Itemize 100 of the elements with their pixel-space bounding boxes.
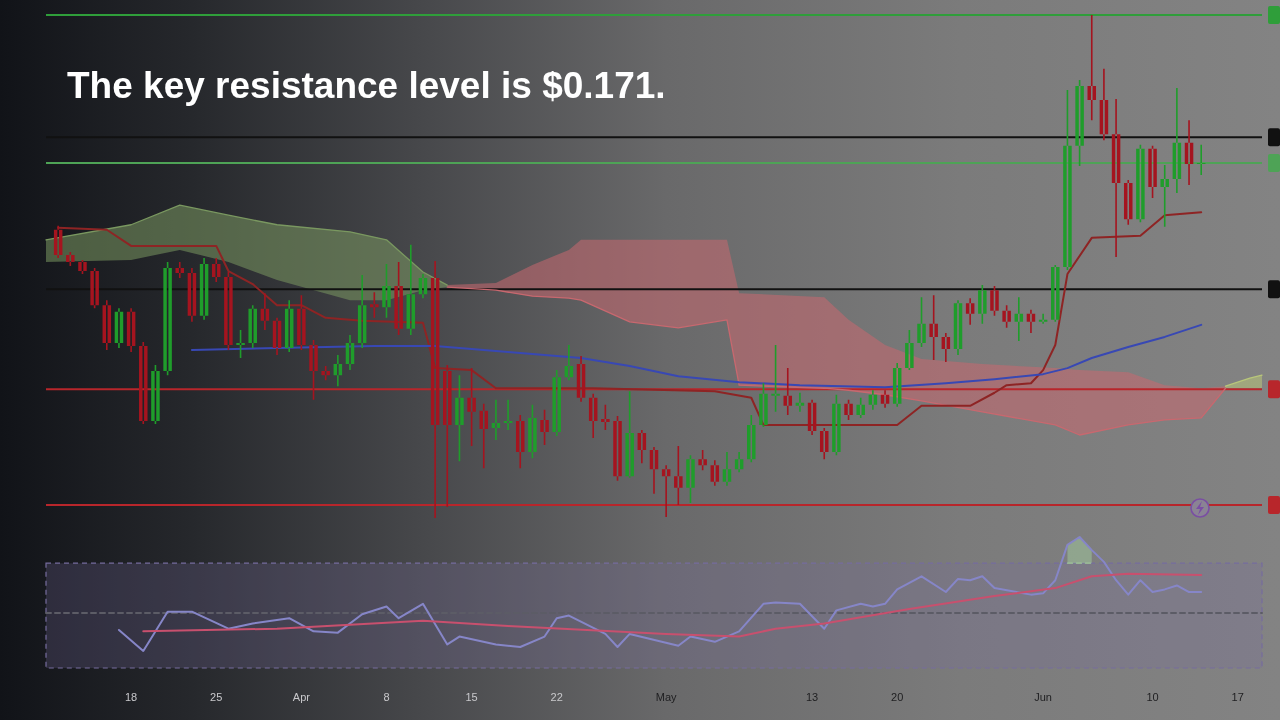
x-tick-label: 15 [465, 691, 478, 703]
candlestick [880, 390, 890, 408]
annotation: The key resistance level is $0.171. [67, 65, 666, 106]
candlestick [759, 383, 768, 427]
candlestick [771, 344, 780, 412]
candlestick [175, 261, 185, 279]
candlestick [418, 274, 428, 299]
candlestick [722, 452, 732, 486]
candlestick [224, 272, 233, 350]
candlestick [199, 257, 209, 320]
candlestick [163, 261, 172, 376]
candlestick [248, 305, 257, 348]
candlestick [747, 414, 756, 463]
candlestick [333, 355, 343, 387]
candlestick [953, 300, 963, 356]
candlestick [1184, 120, 1194, 186]
candlestick [1014, 297, 1024, 341]
candlestick [151, 365, 160, 424]
candlestick [625, 391, 634, 478]
candlestick [90, 268, 99, 309]
candlestick [710, 460, 720, 486]
x-tick-label: 20 [891, 691, 904, 703]
candlestick [1002, 305, 1011, 328]
candlestick [272, 317, 282, 356]
candlestick [674, 446, 683, 505]
candlestick [905, 329, 914, 371]
candlestick [211, 257, 221, 283]
candlestick [1063, 89, 1072, 271]
candlestick [284, 300, 294, 353]
candlestick [491, 399, 501, 441]
candlestick [406, 244, 416, 335]
candlestick [1172, 87, 1182, 194]
candlestick [1075, 79, 1084, 166]
candlestick [698, 450, 707, 471]
candlestick [540, 409, 549, 446]
candlestick [455, 375, 464, 462]
candlestick [515, 414, 525, 469]
x-tick-label: 22 [550, 691, 563, 703]
candlestick [819, 427, 829, 460]
candlestick [807, 399, 817, 436]
candlestick [1087, 15, 1097, 121]
candlestick [479, 403, 489, 469]
x-tick-label: 10 [1146, 691, 1159, 703]
candlestick [552, 370, 561, 437]
x-tick-label: 25 [210, 691, 223, 703]
x-tick-label: 8 [383, 691, 390, 703]
candlestick [126, 308, 136, 353]
candlestick [588, 393, 598, 439]
candlestick [345, 334, 355, 371]
candlestick [443, 365, 452, 507]
candlestick [564, 344, 574, 381]
candlestick [1099, 68, 1109, 141]
candlestick [53, 225, 63, 258]
candlestick [528, 404, 537, 459]
candlestick [139, 341, 148, 424]
candlestick [868, 390, 878, 410]
x-tick-label: 18 [124, 691, 138, 703]
candlestick [467, 368, 476, 447]
candlestick [649, 447, 659, 494]
candlestick [734, 452, 744, 473]
x-tick-label: 13 [805, 691, 819, 703]
candlestick [321, 366, 330, 381]
candlestick [260, 293, 270, 330]
candlestick [941, 332, 951, 363]
candlestick [309, 339, 318, 400]
candlestick [297, 295, 306, 350]
candlestick [844, 399, 853, 420]
candlestick [236, 329, 245, 359]
candlestick [1111, 99, 1121, 257]
candlestick [637, 429, 647, 464]
candlestick [394, 261, 403, 335]
candlestick [917, 297, 926, 347]
candlestick [601, 404, 610, 430]
candlestick [856, 397, 865, 418]
candlestick [686, 455, 695, 503]
x-tick-label: 17 [1231, 691, 1244, 703]
candlestick [357, 275, 367, 348]
candlestick [187, 268, 197, 322]
x-tick-label: May [655, 691, 678, 703]
x-tick-label: Apr [292, 691, 311, 703]
candlestick [990, 286, 999, 316]
candlestick [1051, 264, 1060, 322]
candlestick [783, 368, 793, 415]
candlestick [832, 394, 841, 456]
candlestick [965, 298, 975, 325]
candlestick [1038, 313, 1048, 324]
candlestick [66, 251, 75, 266]
candlestick [1160, 164, 1169, 227]
candlestick [892, 363, 902, 407]
candlestick [613, 415, 622, 481]
candlestick [1026, 309, 1036, 333]
candlestick [1123, 179, 1133, 225]
candlestick [1136, 144, 1145, 223]
candlestick [430, 260, 440, 518]
candlestick [114, 308, 124, 348]
candlestick [1148, 145, 1157, 199]
candlestick [795, 392, 805, 412]
candlestick [576, 356, 586, 402]
x-tick-label: Jun [1034, 691, 1052, 703]
candlestick [382, 263, 391, 318]
